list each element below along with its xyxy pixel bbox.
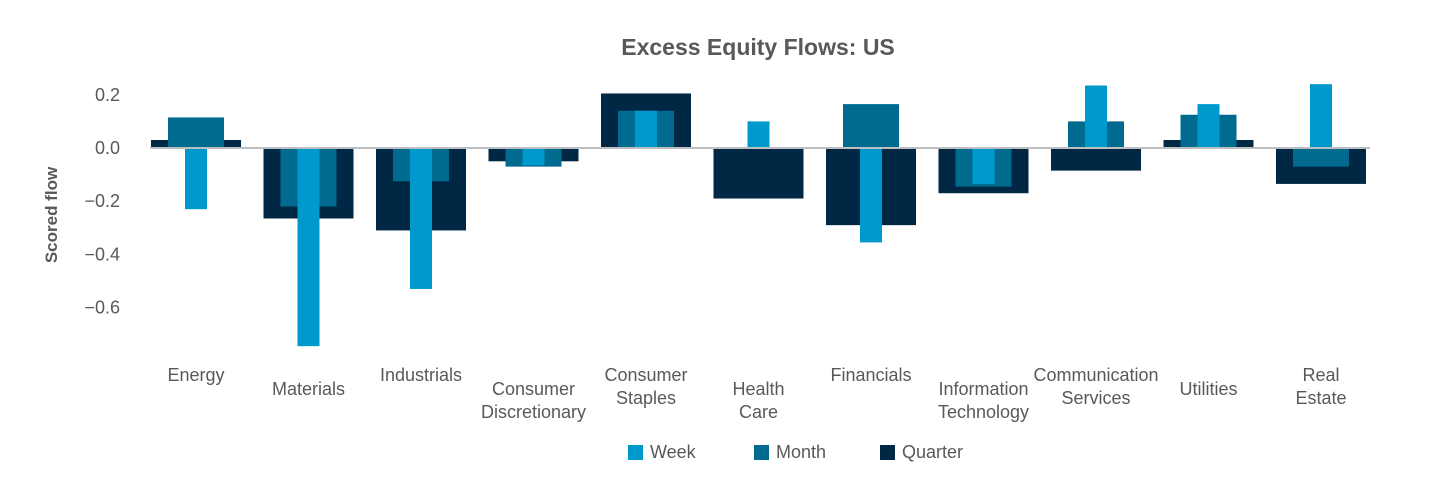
x-tick-label-utilities: Utilities	[1179, 379, 1237, 399]
bar-week-health-care	[747, 121, 770, 148]
x-axis-ticks: Energy Materials Industrials Consumer Discre…	[167, 365, 1346, 422]
y-tick-label: −0.2	[84, 191, 120, 211]
y-tick-label: 0.0	[95, 138, 120, 158]
bar-week-financials	[860, 148, 882, 243]
legend-swatch	[880, 445, 895, 460]
legend-item-month: Month	[754, 442, 826, 462]
bar-month-energy	[168, 117, 224, 148]
legend-item-quarter: Quarter	[880, 442, 963, 462]
bar-month-real-estate	[1293, 148, 1349, 167]
bar-week-real-estate	[1310, 84, 1332, 148]
bar-quarter-communication-services	[1051, 148, 1141, 171]
bar-week-materials	[297, 148, 320, 347]
bar-week-utilities	[1197, 104, 1220, 148]
legend-swatch	[754, 445, 769, 460]
y-tick-label: −0.4	[84, 244, 120, 264]
legend-label: Quarter	[902, 442, 963, 462]
y-tick-label: −0.6	[84, 298, 120, 318]
x-tick-label-consumer-staples: Consumer Staples	[604, 365, 687, 408]
legend-label: Month	[776, 442, 826, 462]
y-axis-ticks: 0.2 0.0 −0.2 −0.4 −0.6	[84, 85, 120, 318]
x-tick-label-real-estate: Real Estate	[1295, 365, 1346, 408]
bar-week-energy	[185, 148, 207, 210]
bar-quarter-health-care	[713, 148, 804, 199]
x-tick-label-information-technology: Information Technology	[938, 379, 1029, 422]
x-tick-label-materials: Materials	[272, 379, 345, 399]
x-tick-label-financials: Financials	[830, 365, 911, 385]
x-tick-label-health-care: Health Care	[732, 379, 784, 422]
bar-month-financials	[843, 104, 899, 148]
x-tick-label-industrials: Industrials	[380, 365, 462, 385]
bar-week-consumer-staples	[635, 110, 657, 148]
bar-week-industrials	[410, 148, 432, 289]
y-axis-label: Scored flow	[42, 166, 61, 263]
legend-label: Week	[650, 442, 697, 462]
bar-week-consumer-discretionary	[522, 148, 545, 166]
bars	[151, 84, 1366, 347]
legend: Week Month Quarter	[628, 442, 963, 462]
chart-title: Excess Equity Flows: US	[621, 34, 895, 60]
legend-item-week: Week	[628, 442, 697, 462]
y-tick-label: 0.2	[95, 85, 120, 105]
x-tick-label-consumer-discretionary: Consumer Discretionary	[481, 379, 586, 422]
legend-swatch	[628, 445, 643, 460]
bar-week-communication-services	[1085, 85, 1107, 148]
x-tick-label-communication-services: Communication Services	[1033, 365, 1158, 408]
x-tick-label-energy: Energy	[167, 365, 224, 385]
bar-week-information-technology	[972, 148, 995, 184]
